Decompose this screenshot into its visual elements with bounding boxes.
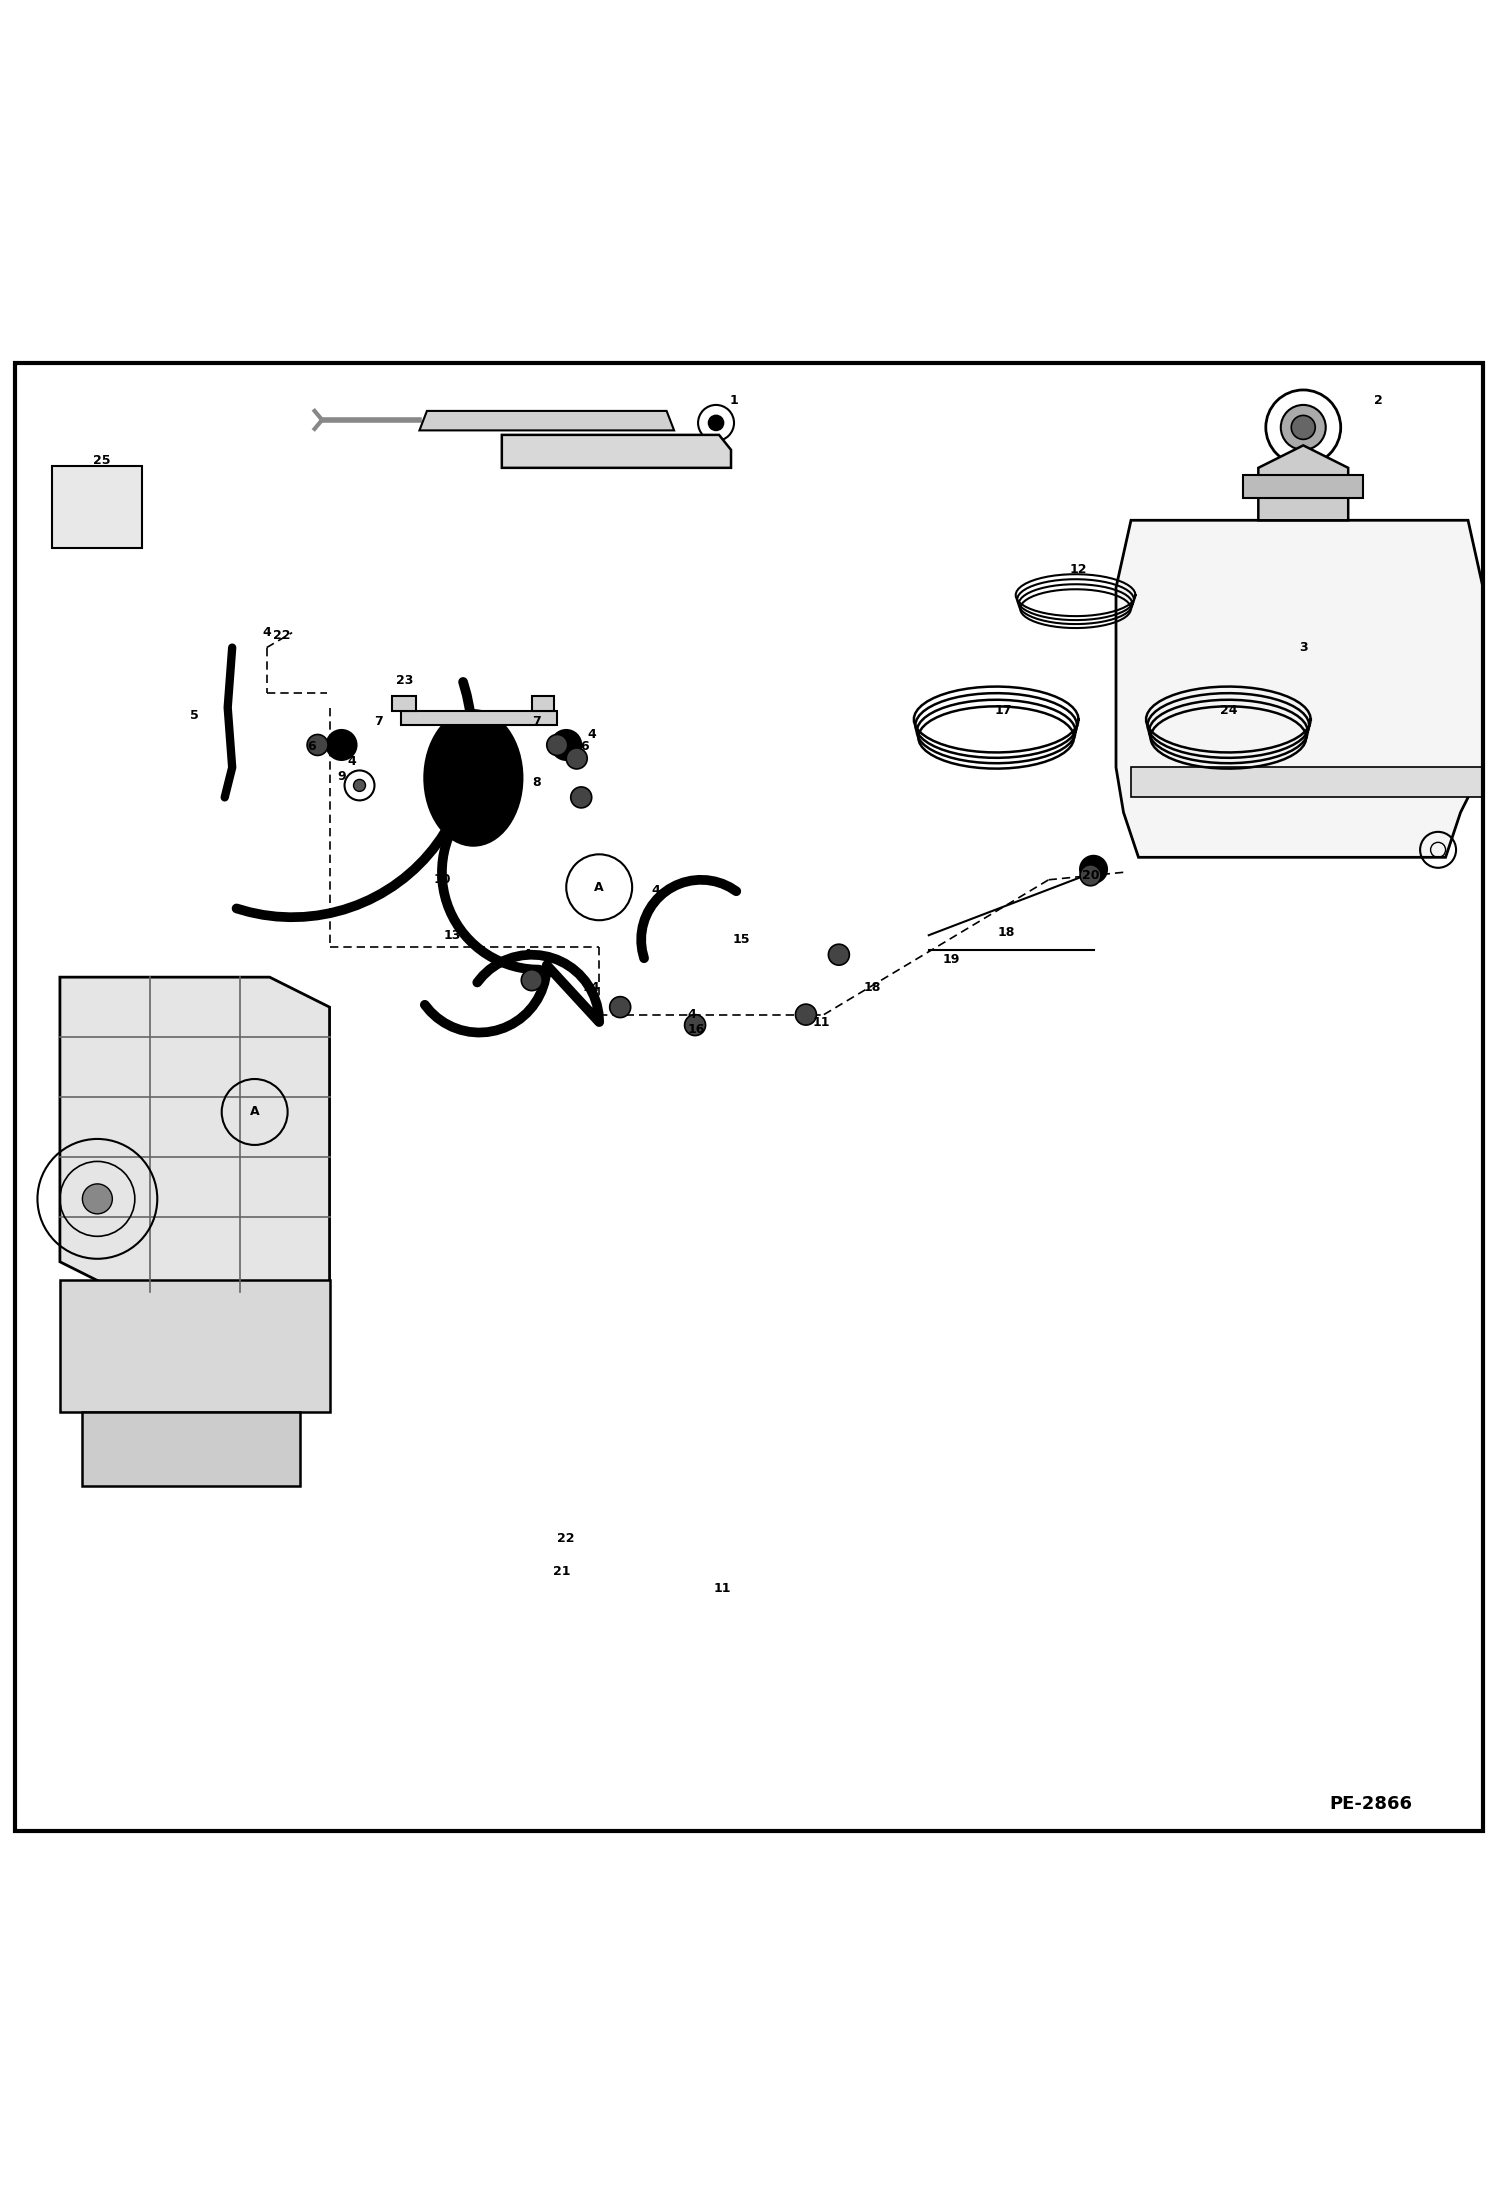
Circle shape [82, 1185, 112, 1213]
Text: 23: 23 [395, 674, 413, 687]
Text: 22: 22 [557, 1531, 575, 1545]
Circle shape [571, 788, 592, 807]
Text: 7: 7 [374, 715, 383, 728]
Text: 25: 25 [93, 454, 111, 467]
Polygon shape [1131, 768, 1483, 796]
Polygon shape [392, 695, 416, 711]
Text: 12: 12 [1070, 564, 1088, 577]
Polygon shape [60, 1279, 330, 1411]
Circle shape [685, 1014, 706, 1036]
Bar [52, 465, 142, 548]
Circle shape [1281, 406, 1326, 450]
Circle shape [610, 996, 631, 1018]
Text: 4: 4 [475, 796, 484, 807]
Circle shape [354, 779, 366, 792]
Polygon shape [1243, 476, 1363, 498]
Circle shape [521, 970, 542, 992]
Text: 2: 2 [1374, 395, 1383, 406]
Text: 13: 13 [443, 928, 461, 941]
Text: 21: 21 [553, 1564, 571, 1577]
Text: 4: 4 [348, 755, 357, 768]
Text: 17: 17 [995, 704, 1013, 717]
Text: 15: 15 [733, 932, 750, 946]
Text: 14: 14 [583, 981, 601, 994]
Text: 4: 4 [532, 996, 541, 1009]
Text: 19: 19 [942, 952, 960, 965]
Text: 3: 3 [1299, 641, 1308, 654]
Ellipse shape [425, 711, 521, 845]
Polygon shape [60, 976, 330, 1292]
Text: 4: 4 [587, 728, 596, 742]
Circle shape [547, 735, 568, 755]
Text: 18: 18 [998, 926, 1016, 939]
Text: A: A [250, 1106, 259, 1119]
Text: 4: 4 [688, 1007, 697, 1020]
Text: 9: 9 [337, 770, 346, 783]
Text: 18: 18 [863, 981, 881, 994]
Text: PE-2866: PE-2866 [1329, 1795, 1413, 1812]
Text: 11: 11 [713, 1582, 731, 1595]
Circle shape [709, 415, 724, 430]
Polygon shape [502, 434, 731, 467]
Text: 22: 22 [273, 630, 291, 643]
Text: 20: 20 [1082, 869, 1100, 882]
Polygon shape [1258, 445, 1348, 520]
Polygon shape [419, 410, 674, 430]
Circle shape [566, 748, 587, 768]
Circle shape [307, 735, 328, 755]
Text: 7: 7 [532, 715, 541, 728]
Text: 6: 6 [307, 739, 316, 753]
Text: 4: 4 [262, 625, 271, 638]
Text: 16: 16 [688, 1022, 706, 1036]
Text: 24: 24 [1219, 704, 1237, 717]
Polygon shape [401, 711, 557, 726]
Circle shape [327, 731, 357, 759]
Polygon shape [1116, 520, 1483, 858]
Ellipse shape [431, 742, 515, 785]
Text: A: A [595, 880, 604, 893]
Polygon shape [82, 1411, 300, 1488]
Text: 4: 4 [523, 948, 532, 961]
Circle shape [1291, 415, 1315, 439]
Circle shape [828, 943, 849, 965]
Text: 6: 6 [580, 739, 589, 753]
Text: 4: 4 [652, 884, 661, 897]
Circle shape [795, 1005, 816, 1025]
Text: 1: 1 [730, 395, 739, 406]
Circle shape [1080, 864, 1101, 886]
Circle shape [1080, 856, 1107, 882]
Text: 11: 11 [812, 1016, 830, 1029]
Text: 8: 8 [532, 777, 541, 790]
Polygon shape [532, 695, 554, 711]
Circle shape [551, 731, 581, 759]
Text: 10: 10 [433, 873, 451, 886]
Text: 5: 5 [190, 709, 199, 722]
